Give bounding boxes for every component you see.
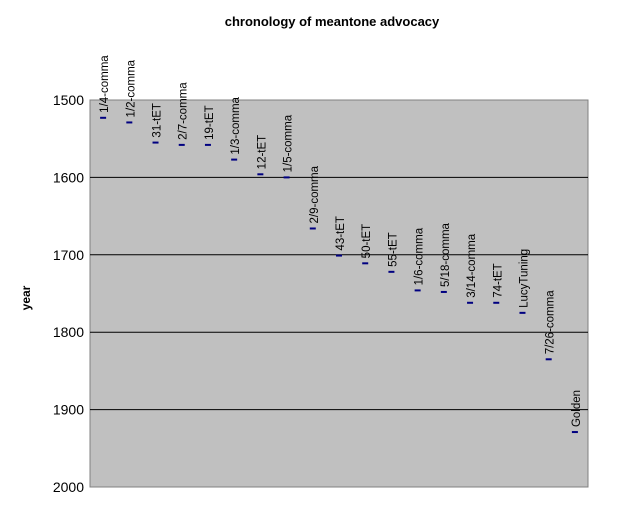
y-axis-label: year [19, 285, 33, 310]
y-tick-label: 1800 [53, 324, 84, 340]
y-tick-label: 1600 [53, 169, 84, 185]
data-point [152, 141, 159, 144]
y-tick-label: 1500 [53, 92, 84, 108]
data-point [126, 121, 133, 124]
data-label: 43-tET [335, 216, 347, 251]
data-point [231, 158, 238, 161]
plot-area [89, 99, 589, 488]
data-label: 2/7-comma [178, 82, 190, 140]
data-point [467, 301, 474, 304]
data-point [545, 358, 552, 361]
data-labels: 1/4-comma 1/2-comma 31-tET 2/7-comma 19-tET 1… [99, 55, 583, 427]
data-point [362, 262, 369, 265]
chart-title: chronology of meantone advocacy [225, 14, 440, 29]
y-tick-labels: 1500 1600 1700 1800 1900 2000 [53, 92, 84, 495]
data-label: 55-tET [387, 232, 399, 267]
data-point [388, 270, 395, 273]
y-tick-label: 1900 [53, 402, 84, 418]
data-label: 1/2-comma [125, 59, 137, 117]
data-point [571, 431, 578, 434]
data-point [440, 290, 447, 293]
data-points [100, 116, 578, 434]
data-point [414, 289, 421, 292]
data-point [178, 143, 185, 146]
data-label: 31-tET [152, 103, 164, 138]
data-point [493, 301, 500, 304]
data-point [257, 173, 264, 176]
data-label: 3/14-comma [466, 233, 478, 298]
data-label: 74-tET [492, 263, 504, 298]
data-point [204, 143, 211, 146]
data-label: Golden [571, 390, 583, 427]
data-label: 2/9-comma [309, 165, 321, 223]
data-label: 1/4-comma [99, 55, 111, 113]
data-label: 50-tET [361, 224, 373, 259]
data-label: 12-tET [256, 135, 268, 170]
data-label: 5/18-comma [440, 222, 452, 287]
y-tick-label: 2000 [53, 479, 84, 495]
data-label: 1/6-comma [414, 227, 426, 285]
data-point [519, 311, 526, 314]
data-point [336, 254, 342, 257]
data-point [309, 227, 316, 230]
data-label: 1/3-comma [230, 96, 242, 154]
grid-lines [90, 176, 588, 411]
data-label: 19-tET [204, 105, 216, 140]
data-point [100, 116, 107, 119]
data-label: 1/5-comma [283, 114, 295, 172]
data-point [283, 176, 290, 179]
y-tick-label: 1700 [53, 247, 84, 263]
data-label: LucyTuning [518, 249, 530, 308]
data-label: 7/26-comma [545, 290, 557, 355]
